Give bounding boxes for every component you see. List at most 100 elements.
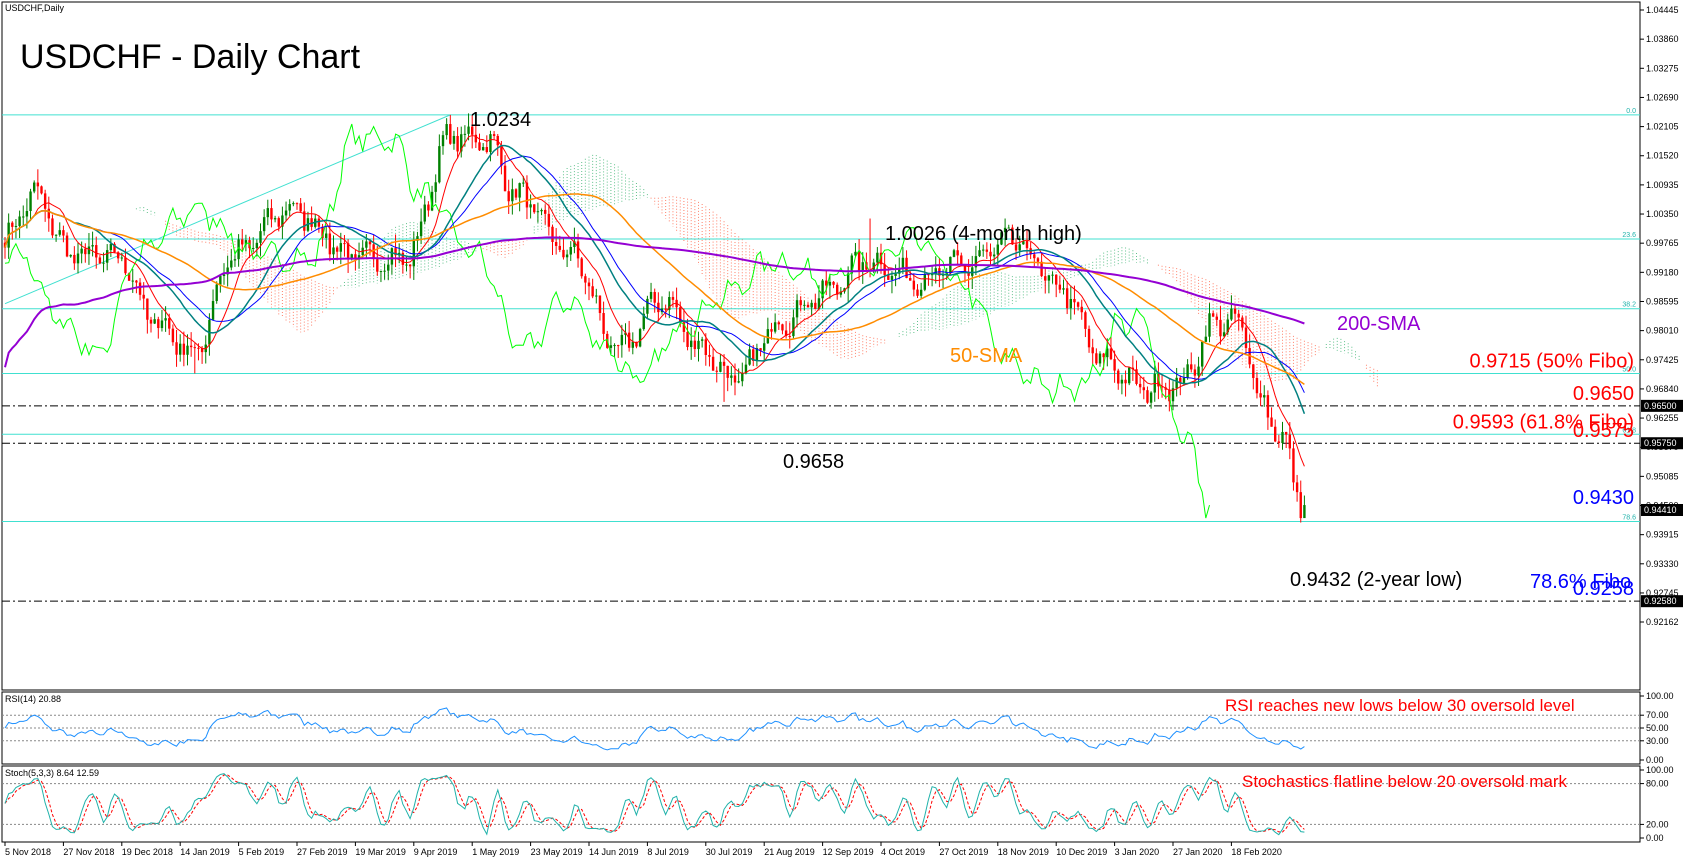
candle-body xyxy=(328,233,332,255)
candle-body xyxy=(799,300,802,306)
price-badges: 0.96500 0.95750 0.94410 0.92580 xyxy=(1641,399,1683,608)
candle-body xyxy=(303,211,306,231)
candle-body xyxy=(730,375,733,378)
candle-body xyxy=(153,319,156,324)
candle-body xyxy=(1190,364,1193,370)
candle-body xyxy=(138,282,142,295)
candle-body xyxy=(215,284,218,302)
candle-body xyxy=(722,361,726,366)
candle-body xyxy=(233,259,237,261)
osc-tick-label: 70.00 xyxy=(1646,710,1669,720)
fib-level-tag: 50.0 xyxy=(1622,366,1636,373)
candle-body xyxy=(113,243,116,253)
candle-body xyxy=(127,273,131,281)
candle-body xyxy=(1069,298,1072,309)
candle-body xyxy=(715,370,718,372)
candle-body xyxy=(609,345,613,348)
candle-body xyxy=(792,317,795,337)
candle-body xyxy=(1197,366,1200,376)
rsi-annotation: RSI reaches new lows below 30 oversold l… xyxy=(1225,696,1575,715)
candle-body xyxy=(978,250,981,257)
stochastic-main-line xyxy=(4,773,1305,836)
candle-body xyxy=(1022,241,1025,245)
annotation-two-year-low: 0.9432 (2-year low) xyxy=(1290,569,1462,591)
candle-body xyxy=(1135,369,1138,384)
candle-body xyxy=(1233,308,1237,314)
candle-body xyxy=(1087,328,1091,348)
candle-body xyxy=(84,248,87,255)
level-labels: 0.9715 (50% Fibo) 0.9650 0.9593 (61.8% Fib… xyxy=(1453,350,1634,600)
candle-body xyxy=(230,260,233,268)
candle-body xyxy=(40,186,43,194)
candle-body xyxy=(763,343,766,351)
price-axis: 1.04445 1.03860 1.03275 1.02690 1.02105 1.015… xyxy=(1640,5,1679,627)
candle-body xyxy=(368,241,372,245)
candle-body xyxy=(514,189,518,198)
price-tick-label: 0.95085 xyxy=(1646,471,1679,481)
candle-body xyxy=(1277,441,1281,443)
price-tick-label: 1.03275 xyxy=(1646,63,1679,73)
candle-body xyxy=(733,375,737,383)
candle-body xyxy=(29,191,32,212)
candle-body xyxy=(916,289,919,296)
candle-body xyxy=(1171,388,1175,402)
candle-body xyxy=(481,147,485,151)
candle-body xyxy=(310,218,313,227)
candle-body xyxy=(1073,298,1076,303)
candle-body xyxy=(1040,261,1043,277)
candle-body xyxy=(909,278,912,281)
candle-body xyxy=(106,250,109,263)
candle-body xyxy=(1138,383,1142,388)
candle-body xyxy=(474,134,478,143)
annotation-sma50: 50-SMA xyxy=(950,345,1023,367)
candle-body xyxy=(591,286,594,297)
candle-body xyxy=(65,235,69,257)
candle-body xyxy=(803,304,806,306)
candle-body xyxy=(744,364,748,374)
candle-body xyxy=(95,245,98,258)
candle-body xyxy=(985,249,989,252)
price-tick-label: 1.04445 xyxy=(1646,5,1679,15)
candle-body xyxy=(679,307,682,323)
candle-body xyxy=(547,213,551,227)
candle-body xyxy=(492,134,496,136)
candle-body xyxy=(741,373,744,382)
candle-body xyxy=(711,356,715,371)
candle-body xyxy=(1208,313,1211,337)
candle-body xyxy=(321,226,324,238)
candle-body xyxy=(1226,319,1229,333)
candle-body xyxy=(876,252,879,263)
candle-body xyxy=(1058,284,1062,290)
date-tick-label: 23 May 2019 xyxy=(531,847,583,857)
candle-body xyxy=(1252,364,1255,378)
candle-body xyxy=(551,226,554,242)
candle-body xyxy=(825,280,828,286)
candle-body xyxy=(1263,395,1266,398)
osc-tick-label: 0.00 xyxy=(1646,755,1664,765)
candle-body xyxy=(1255,377,1259,394)
price-tick-label: 0.98010 xyxy=(1646,326,1679,336)
candle-body xyxy=(295,203,299,205)
candle-body xyxy=(142,294,145,299)
candle-body xyxy=(638,329,642,347)
date-tick-label: 19 Mar 2019 xyxy=(355,847,406,857)
candle-body xyxy=(795,300,799,318)
candle-body xyxy=(857,251,861,271)
price-badge-label: 0.95750 xyxy=(1644,438,1677,448)
fib-trend-line xyxy=(4,114,451,305)
candle-body xyxy=(1241,317,1244,328)
date-tick-label: 27 Feb 2019 xyxy=(297,847,348,857)
candle-body xyxy=(1095,353,1098,364)
stochastic-signal-line xyxy=(4,774,1305,833)
rsi-label: RSI(14) 20.88 xyxy=(5,694,61,704)
candle-body xyxy=(109,243,113,251)
candle-body xyxy=(781,324,784,331)
candle-body xyxy=(1113,359,1116,371)
candle-body xyxy=(54,234,58,236)
candle-body xyxy=(894,273,897,276)
osc-tick-label: 100.00 xyxy=(1646,765,1674,775)
price-badge-label: 0.92580 xyxy=(1644,596,1677,606)
candle-body xyxy=(912,280,916,290)
candle-body xyxy=(887,274,890,280)
